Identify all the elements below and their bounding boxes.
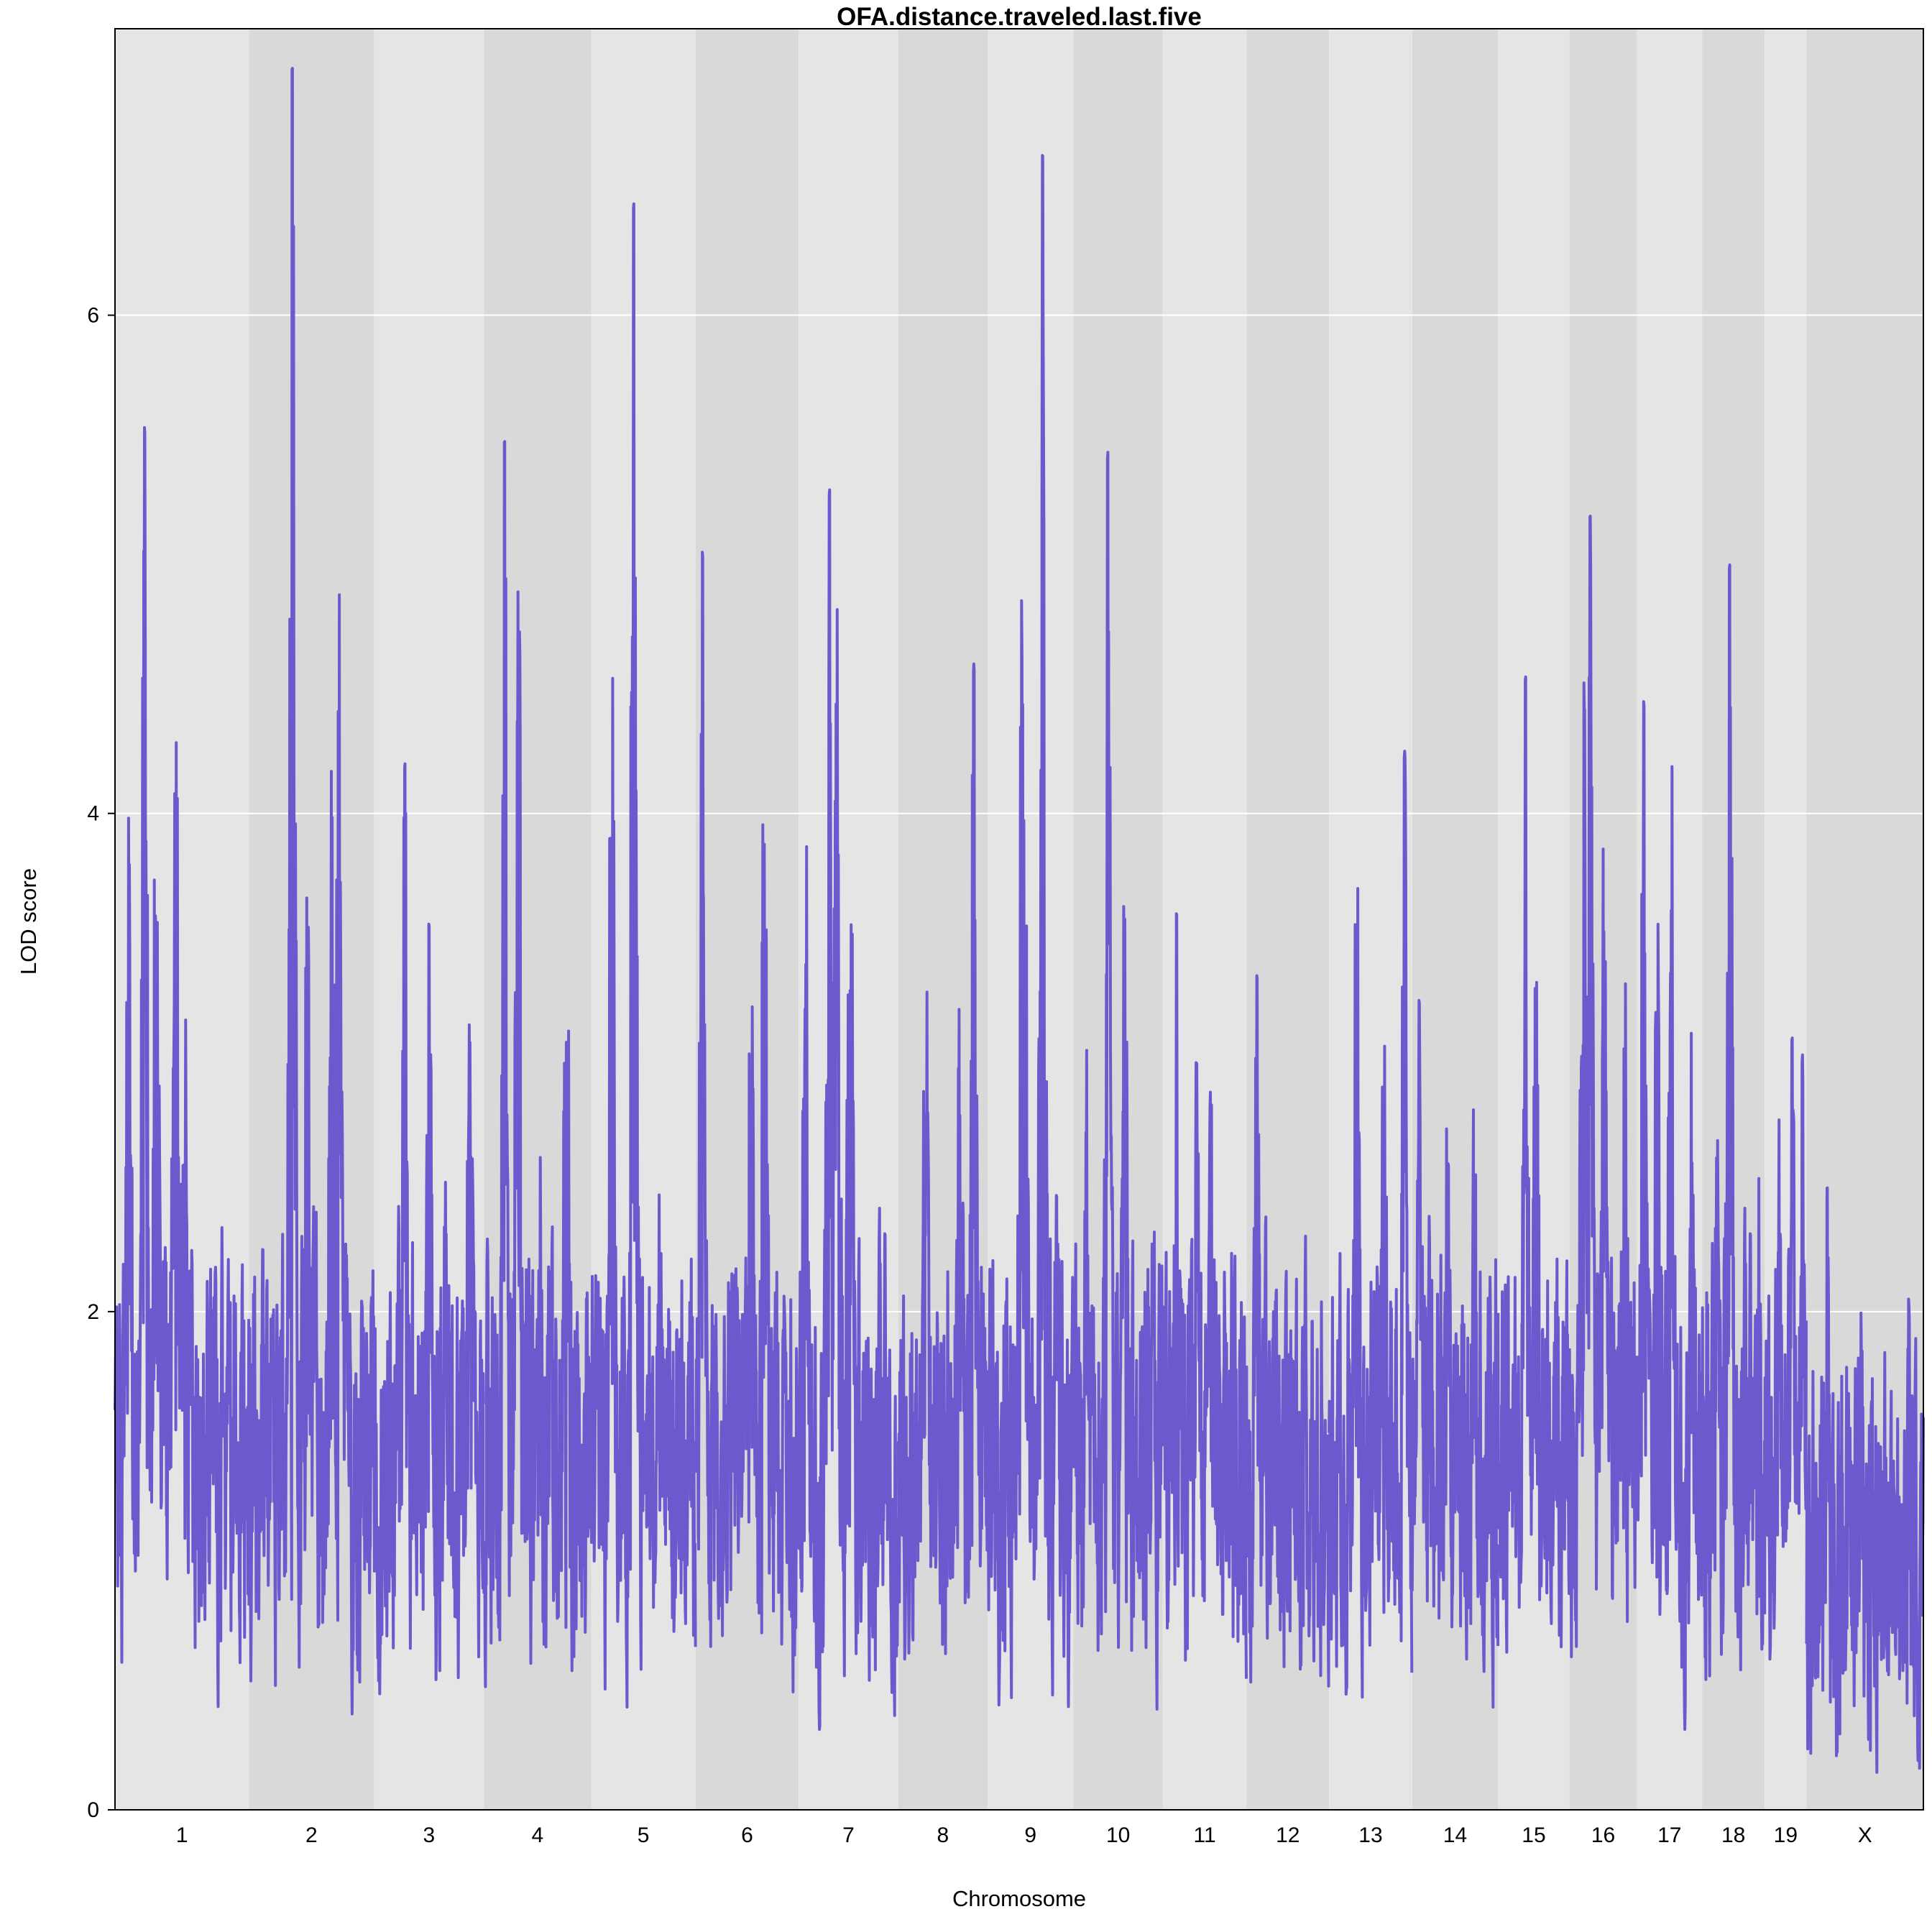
lod-line-chr-2: [247, 67, 375, 1716]
x-tick-label-chr-8: 8: [937, 1823, 949, 1847]
y-axis: 0 2 4 6: [87, 304, 115, 1822]
y-tick-label-0: 0: [87, 1798, 99, 1822]
x-tick-label-chr-4: 4: [532, 1823, 544, 1847]
y-tick-label-4: 4: [87, 802, 99, 826]
x-tick-label-chr-14: 14: [1443, 1823, 1467, 1847]
x-tick-label-chr-16: 16: [1591, 1823, 1615, 1847]
lod-line-chr-12: [1245, 974, 1330, 1688]
x-tick-label-chr-5: 5: [638, 1823, 650, 1847]
lod-line-chr-4: [482, 440, 593, 1688]
chart-title: OFA.distance.traveled.last.five: [837, 3, 1202, 31]
lod-line-chr-13: [1328, 750, 1414, 1699]
y-tick-label-2: 2: [87, 1300, 99, 1324]
x-tick-label-chr-1: 1: [176, 1823, 188, 1847]
lod-line-chr-1: [114, 426, 251, 1708]
lod-series: [114, 67, 1925, 1774]
lod-line-chr-7: [797, 488, 900, 1731]
lod-line-chr-16: [1568, 515, 1639, 1658]
band-chr-17: [1637, 29, 1703, 1810]
x-tick-label-chr-11: 11: [1194, 1823, 1216, 1847]
lod-line-chr-15: [1496, 675, 1571, 1654]
lod-line-chr-5: [589, 202, 697, 1709]
y-tick-label-6: 6: [87, 304, 99, 328]
lod-line-chr-14: [1410, 998, 1500, 1709]
lod-line-chr-6: [694, 551, 800, 1693]
x-tick-label-chr-2: 2: [305, 1823, 318, 1847]
lod-line-chr-3: [372, 762, 485, 1696]
lod-line-chr-9: [986, 154, 1075, 1708]
x-tick-label-chr-12: 12: [1276, 1823, 1300, 1847]
x-tick-label-chr-15: 15: [1522, 1823, 1545, 1847]
lod-line-chr-19: [1763, 1036, 1808, 1661]
x-tick-label-chr-19: 19: [1774, 1823, 1798, 1847]
y-axis-title: LOD score: [16, 868, 41, 975]
x-tick-label-chr-17: 17: [1657, 1823, 1681, 1847]
lod-line-chr-10: [1072, 451, 1164, 1711]
x-tick-label-chr-13: 13: [1358, 1823, 1382, 1847]
x-axis-title: Chromosome: [952, 1886, 1086, 1911]
x-tick-label-chr-18: 18: [1721, 1823, 1745, 1847]
x-tick-label-chr-7: 7: [842, 1823, 855, 1847]
lod-line-chr-17: [1635, 700, 1703, 1731]
x-axis: 1 2 3 4 5 6 7 8 9 10 11 12 13 14 15 16 17 18 19 X: [176, 1823, 1872, 1847]
x-tick-label-chr-6: 6: [741, 1823, 753, 1847]
plot-frame: [114, 28, 1924, 1811]
x-tick-label-chr-3: 3: [423, 1823, 436, 1847]
lod-line-chr-11: [1161, 912, 1248, 1679]
x-tick-label-chr-9: 9: [1024, 1823, 1036, 1847]
lod-line-chr-X: [1805, 1186, 1925, 1774]
lod-line-chr-18: [1701, 563, 1766, 1681]
x-tick-label-chr-10: 10: [1106, 1823, 1130, 1847]
x-tick-label-chr-X: X: [1858, 1823, 1872, 1847]
lod-line-chr-8: [896, 662, 989, 1661]
